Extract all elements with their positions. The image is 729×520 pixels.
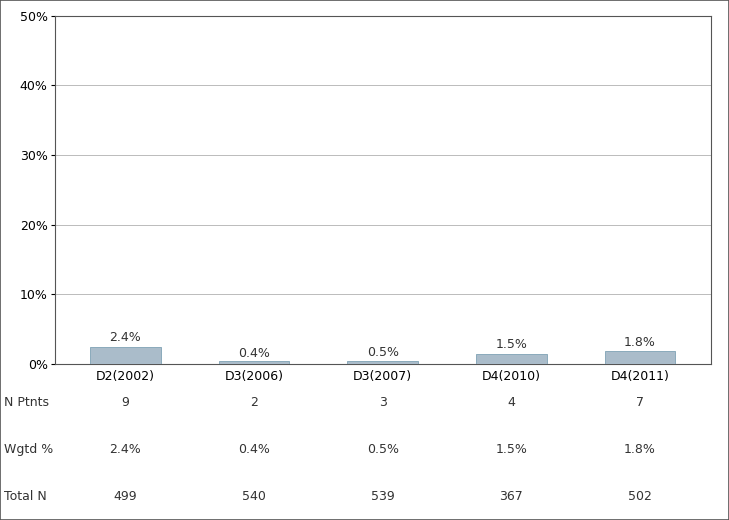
Text: 7: 7	[636, 396, 644, 410]
Text: 1.8%: 1.8%	[624, 336, 656, 349]
Text: 4: 4	[507, 396, 515, 410]
Text: Total N: Total N	[4, 490, 47, 503]
Text: 1.8%: 1.8%	[624, 443, 656, 457]
Text: N Ptnts: N Ptnts	[4, 396, 49, 410]
Text: 540: 540	[242, 490, 266, 503]
Text: 1.5%: 1.5%	[496, 338, 527, 351]
Text: 0.5%: 0.5%	[367, 346, 399, 359]
Bar	[219, 361, 289, 364]
Text: 0.4%: 0.4%	[238, 443, 270, 457]
Text: 0.4%: 0.4%	[238, 347, 270, 360]
Text: Wgtd %: Wgtd %	[4, 443, 53, 457]
Text: 2: 2	[250, 396, 258, 410]
Bar	[476, 354, 547, 364]
Bar	[90, 347, 161, 364]
Text: 539: 539	[371, 490, 394, 503]
Bar	[347, 360, 418, 364]
Text: 502: 502	[628, 490, 652, 503]
Text: 2.4%: 2.4%	[109, 443, 141, 457]
Bar	[604, 352, 675, 364]
Text: 367: 367	[499, 490, 523, 503]
Text: 1.5%: 1.5%	[496, 443, 527, 457]
Text: 9: 9	[122, 396, 129, 410]
Text: 2.4%: 2.4%	[109, 331, 141, 344]
Text: 499: 499	[114, 490, 137, 503]
Text: 0.5%: 0.5%	[367, 443, 399, 457]
Text: 3: 3	[379, 396, 386, 410]
